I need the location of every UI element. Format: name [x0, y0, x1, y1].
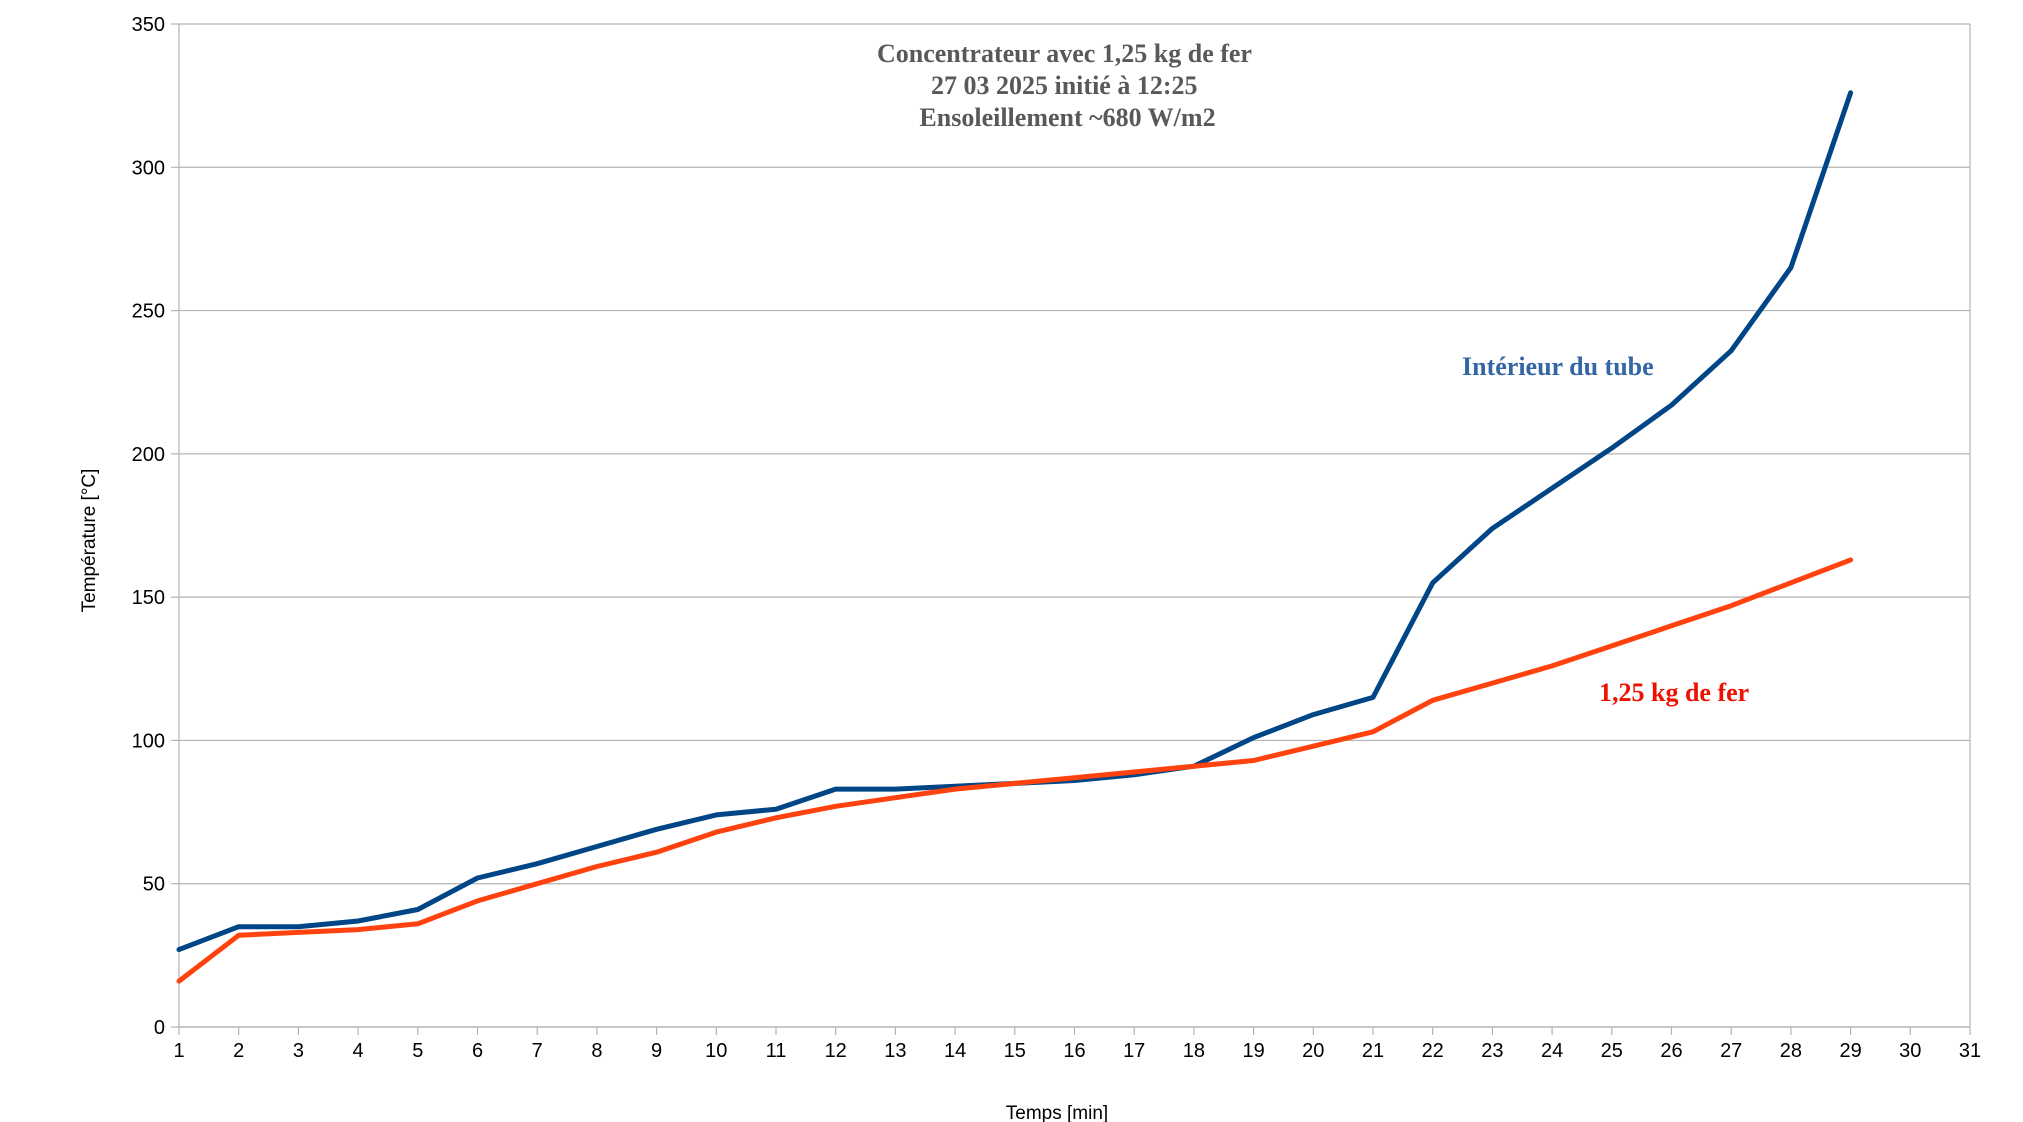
gridlines [179, 23, 1970, 1028]
x-tick-label: 14 [944, 1040, 966, 1062]
y-tick-label: 100 [132, 730, 165, 752]
x-tick-label: 17 [1123, 1040, 1145, 1062]
series-lines [176, 90, 1854, 984]
x-tick-label: 9 [651, 1040, 662, 1062]
series-label-interieur-du-tube: Intérieur du tube [1462, 352, 1654, 381]
y-tick-label: 50 [143, 874, 165, 896]
x-tick-label: 19 [1242, 1040, 1264, 1062]
x-tick-label: 12 [825, 1040, 847, 1062]
x-tick-label: 22 [1422, 1040, 1444, 1062]
x-tick-label: 8 [591, 1040, 602, 1062]
x-tick-label: 2 [233, 1040, 244, 1062]
x-tick-label: 31 [1959, 1040, 1981, 1062]
x-tick-label: 24 [1541, 1040, 1563, 1062]
x-tick-label: 29 [1839, 1040, 1861, 1062]
chart-title-line-2: 27 03 2025 initié à 12:25 [931, 71, 1198, 100]
y-tick-label: 300 [132, 157, 165, 179]
series-line-1 [176, 90, 1854, 953]
x-tick-label: 18 [1183, 1040, 1205, 1062]
y-tick-label: 250 [132, 301, 165, 323]
x-tick-label: 16 [1063, 1040, 1085, 1062]
x-axis-ticks: 1 2 3 4 5 6 7 8 9 10 11 12 13 14 15 16 17 18 19 20 21 22 23 24 2… [173, 1027, 1981, 1062]
y-tick-label: 0 [154, 1017, 165, 1039]
x-tick-label: 25 [1601, 1040, 1623, 1062]
x-tick-label: 27 [1720, 1040, 1742, 1062]
x-tick-label: 1 [173, 1040, 184, 1062]
x-tick-label: 15 [1004, 1040, 1026, 1062]
x-tick-label: 7 [532, 1040, 543, 1062]
x-tick-label: 28 [1780, 1040, 1802, 1062]
x-tick-label: 30 [1899, 1040, 1921, 1062]
x-tick-label: 20 [1302, 1040, 1324, 1062]
y-tick-label: 350 [132, 14, 165, 36]
chart-title-line-3: Ensoleillement ~680 W/m2 [919, 103, 1215, 132]
y-axis-title: Température [°C] [79, 469, 100, 613]
x-tick-label: 10 [705, 1040, 727, 1062]
x-tick-label: 21 [1362, 1040, 1384, 1062]
plot-area-frame [178, 24, 1971, 1028]
x-tick-label: 11 [766, 1040, 787, 1062]
x-tick-label: 4 [353, 1040, 364, 1062]
y-tick-label: 200 [132, 444, 165, 466]
x-tick-label: 23 [1481, 1040, 1503, 1062]
x-tick-label: 3 [293, 1040, 304, 1062]
x-axis-title: Temps [min] [1006, 1103, 1108, 1122]
series-label-fer: 1,25 kg de fer [1599, 678, 1749, 707]
y-tick-label: 150 [132, 587, 165, 609]
x-tick-label: 5 [412, 1040, 423, 1062]
chart-title: Concentrateur avec 1,25 kg de fer 27 03 … [877, 39, 1258, 132]
x-tick-label: 13 [884, 1040, 906, 1062]
series-line-2 [176, 557, 1854, 984]
y-axis-ticks: 0 50 100 150 200 250 300 350 [132, 14, 179, 1039]
chart-title-line-1: Concentrateur avec 1,25 kg de fer [877, 39, 1252, 68]
x-tick-label: 6 [472, 1040, 483, 1062]
x-tick-label: 26 [1660, 1040, 1682, 1062]
